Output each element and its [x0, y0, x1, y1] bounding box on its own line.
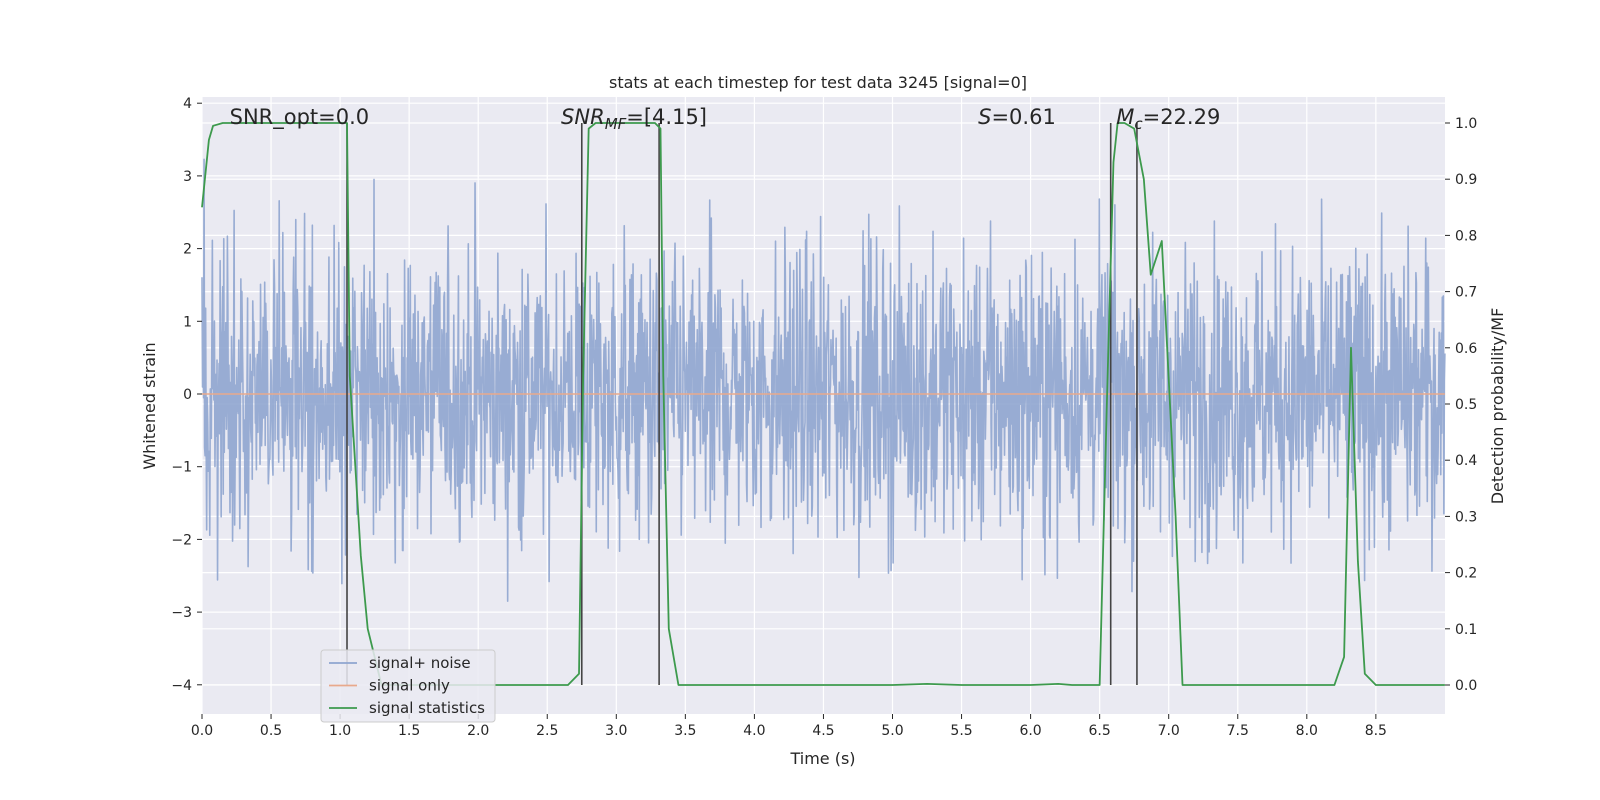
y-right-tick-label: 0.9 [1455, 172, 1477, 188]
vertical-markers [346, 123, 1138, 685]
y-tick-label: −1 [171, 460, 192, 476]
x-tick-label: 5.5 [950, 723, 972, 739]
x-axis-label: Time (s) [789, 749, 855, 768]
legend-label: signal+ noise [369, 654, 471, 672]
x-tick-label: 1.0 [329, 723, 351, 739]
y-right-tick-label: 0.3 [1455, 509, 1477, 525]
x-tick-label: 4.5 [812, 723, 834, 739]
legend: signal+ noise signal only signal statistic… [320, 649, 496, 723]
y-tick-label: 3 [183, 169, 192, 185]
y-tick-label: 4 [183, 96, 192, 112]
y-tick-label: 0 [183, 387, 192, 403]
y-tick-label: −4 [171, 678, 192, 694]
signal-statistics-line [201, 122, 1445, 686]
y-right-tick-label: 0.7 [1455, 285, 1477, 301]
y-axis-ticks-right: 0.0 0.1 0.2 0.3 0.4 0.5 0.6 0.7 0.8 0.9 1.0 [1445, 116, 1477, 694]
y-axis-label-right: Detection probability/MF [1488, 308, 1507, 505]
annotations: SNR_opt=0.0 SNRMF=[4.15] S=0.61 Mc=22.29 [230, 105, 1221, 133]
y-tick-label: 1 [183, 314, 192, 330]
y-right-tick-label: 0.6 [1455, 341, 1477, 357]
y-right-tick-label: 0.0 [1455, 678, 1477, 694]
x-tick-label: 2.5 [536, 723, 558, 739]
x-tick-label: 0.5 [260, 723, 282, 739]
noise-line [201, 158, 1446, 602]
x-tick-label: 6.0 [1019, 723, 1041, 739]
annotation-text: SNR_opt=0.0 [230, 105, 370, 130]
y-right-tick-label: 0.2 [1455, 566, 1477, 582]
y-right-tick-label: 1.0 [1455, 116, 1477, 132]
y-right-tick-label: 0.1 [1455, 622, 1477, 638]
x-tick-label: 1.5 [398, 723, 420, 739]
y-tick-label: 2 [183, 242, 192, 258]
x-tick-label: 3.5 [674, 723, 696, 739]
x-axis-ticks: 0.0 0.5 1.0 1.5 2.0 2.5 3.0 3.5 4.0 4.5 5.0 5.5 6.0 6… [191, 714, 1387, 739]
legend-label: signal only [369, 677, 450, 695]
x-tick-label: 6.5 [1089, 723, 1111, 739]
series-signal-plus-noise [201, 158, 1446, 602]
y-axis-label-left: Whitened strain [140, 342, 159, 469]
x-tick-label: 7.5 [1227, 723, 1249, 739]
x-tick-label: 8.0 [1296, 723, 1318, 739]
series-signal-statistics [201, 122, 1445, 686]
annotation-text: Mc=22.29 [1116, 105, 1220, 133]
x-tick-label: 5.0 [881, 723, 903, 739]
y-right-tick-label: 0.5 [1455, 397, 1477, 413]
legend-label: signal statistics [369, 699, 485, 717]
x-tick-label: 2.0 [467, 723, 489, 739]
x-tick-label: 3.0 [605, 723, 627, 739]
x-tick-label: 0.0 [191, 723, 213, 739]
y-tick-label: −2 [171, 532, 192, 548]
chart-title: stats at each timestep for test data 324… [609, 73, 1027, 92]
y-right-tick-label: 0.8 [1455, 228, 1477, 244]
annotation-text: S=0.61 [978, 105, 1056, 129]
y-right-tick-label: 0.4 [1455, 453, 1477, 469]
x-tick-label: 8.5 [1365, 723, 1387, 739]
x-tick-label: 4.0 [743, 723, 765, 739]
legend-box [320, 649, 496, 723]
y-tick-label: −3 [171, 605, 192, 621]
y-axis-ticks-left: −4 −3 −2 −1 0 1 2 3 4 [171, 96, 202, 694]
annotation-text: SNRMF=[4.15] [561, 105, 707, 133]
x-tick-label: 7.0 [1158, 723, 1180, 739]
